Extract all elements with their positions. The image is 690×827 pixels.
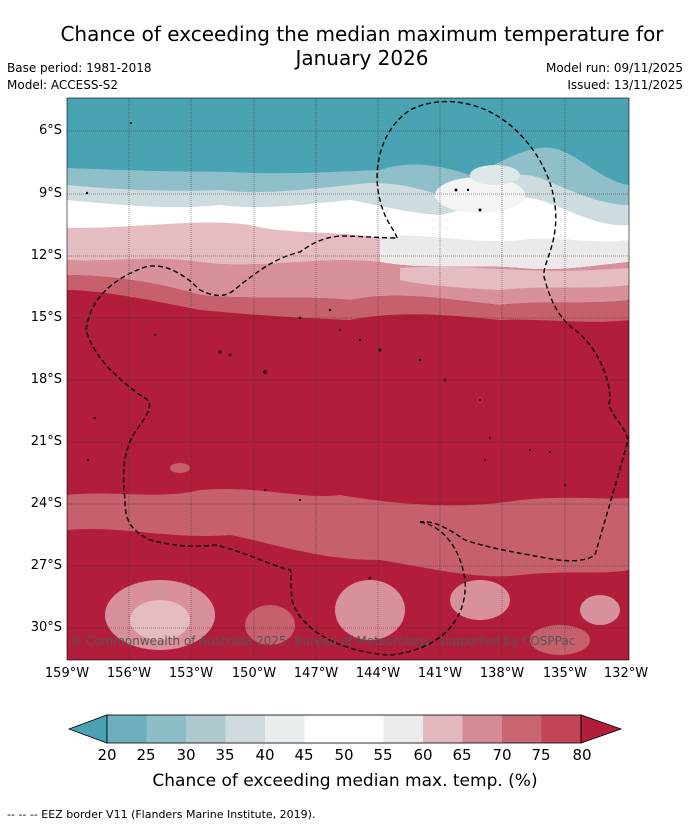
lat-label: 18°S	[30, 372, 62, 387]
colorbar-segment	[304, 715, 344, 743]
colorbar-tick: 55	[373, 746, 393, 764]
copyright-notice: © Commonwealth of Australia 2025, Bureau…	[70, 634, 576, 648]
colorbar-tick: 20	[97, 746, 117, 764]
issued-date: Issued: 13/11/2025	[567, 78, 683, 92]
colorbar-tick: 30	[176, 746, 196, 764]
colorbar-tick: 75	[531, 746, 551, 764]
lon-label: 153°W	[168, 666, 214, 681]
lon-label: 132°W	[603, 666, 649, 681]
lat-label: 9°S	[38, 186, 62, 201]
colorbar-segments	[67, 714, 623, 744]
colorbar-segment	[265, 715, 305, 743]
colorbar-tick: 60	[413, 746, 433, 764]
colorbar-tick: 35	[215, 746, 235, 764]
lon-label: 135°W	[542, 666, 588, 681]
colorbar-segment	[462, 715, 502, 743]
colorbar-segment	[146, 715, 186, 743]
lon-label: 141°W	[417, 666, 463, 681]
lat-label: 15°S	[30, 310, 62, 325]
colorbar-segment	[107, 715, 147, 743]
colorbar-tick: 40	[255, 746, 275, 764]
lat-label: 24°S	[30, 496, 62, 511]
eez-borders	[85, 100, 629, 656]
lon-label: 138°W	[479, 666, 525, 681]
meta-right: Model run: 09/11/2025 Issued: 13/11/2025	[546, 60, 683, 94]
lon-label: 150°W	[231, 666, 277, 681]
colorbar-extend-low	[67, 714, 108, 744]
title-line-2: January 2026	[295, 46, 429, 70]
lat-label: 6°S	[38, 123, 62, 138]
model-run: Model run: 09/11/2025	[545, 61, 683, 75]
eez-footnote: -- -- -- EEZ border V11 (Flanders Marine…	[7, 808, 316, 821]
colorbar-segment	[225, 715, 265, 743]
colorbar-segment	[186, 715, 226, 743]
map-fill	[67, 98, 629, 660]
lat-label: 30°S	[30, 620, 62, 635]
colorbar-segment	[502, 715, 542, 743]
colorbar-tick: 50	[334, 746, 354, 764]
colorbar-tick: 45	[294, 746, 314, 764]
gridlines	[67, 98, 629, 660]
colorbar-tick: 65	[452, 746, 472, 764]
islands	[85, 122, 566, 580]
colorbar-title: Chance of exceeding median max. temp. (%…	[152, 771, 538, 791]
map-frame	[66, 97, 630, 661]
lon-label: 159°W	[44, 666, 90, 681]
colorbar-tick: 70	[492, 746, 512, 764]
colorbar-tick: 80	[572, 746, 592, 764]
colorbar-frame	[106, 714, 582, 744]
lat-label: 27°S	[30, 558, 62, 573]
colorbar-segment	[383, 715, 423, 743]
model-name: Model: ACCESS-S2	[7, 78, 119, 92]
lat-label: 21°S	[30, 434, 62, 449]
meta-left: Base period: 1981-2018 Model: ACCESS-S2	[7, 60, 152, 94]
title-line-1: Chance of exceeding the median maximum t…	[60, 22, 664, 46]
colorbar-extend-high	[580, 714, 623, 744]
lon-label: 147°W	[293, 666, 339, 681]
lat-label: 12°S	[30, 248, 62, 263]
colorbar-segment	[541, 715, 581, 743]
lon-label: 156°W	[106, 666, 152, 681]
colorbar-segment	[423, 715, 463, 743]
lon-label: 144°W	[355, 666, 401, 681]
base-period: Base period: 1981-2018	[7, 61, 152, 75]
colorbar-tick: 25	[136, 746, 156, 764]
colorbar-segment	[344, 715, 384, 743]
chart-title: Chance of exceeding the median maximum t…	[0, 22, 690, 70]
